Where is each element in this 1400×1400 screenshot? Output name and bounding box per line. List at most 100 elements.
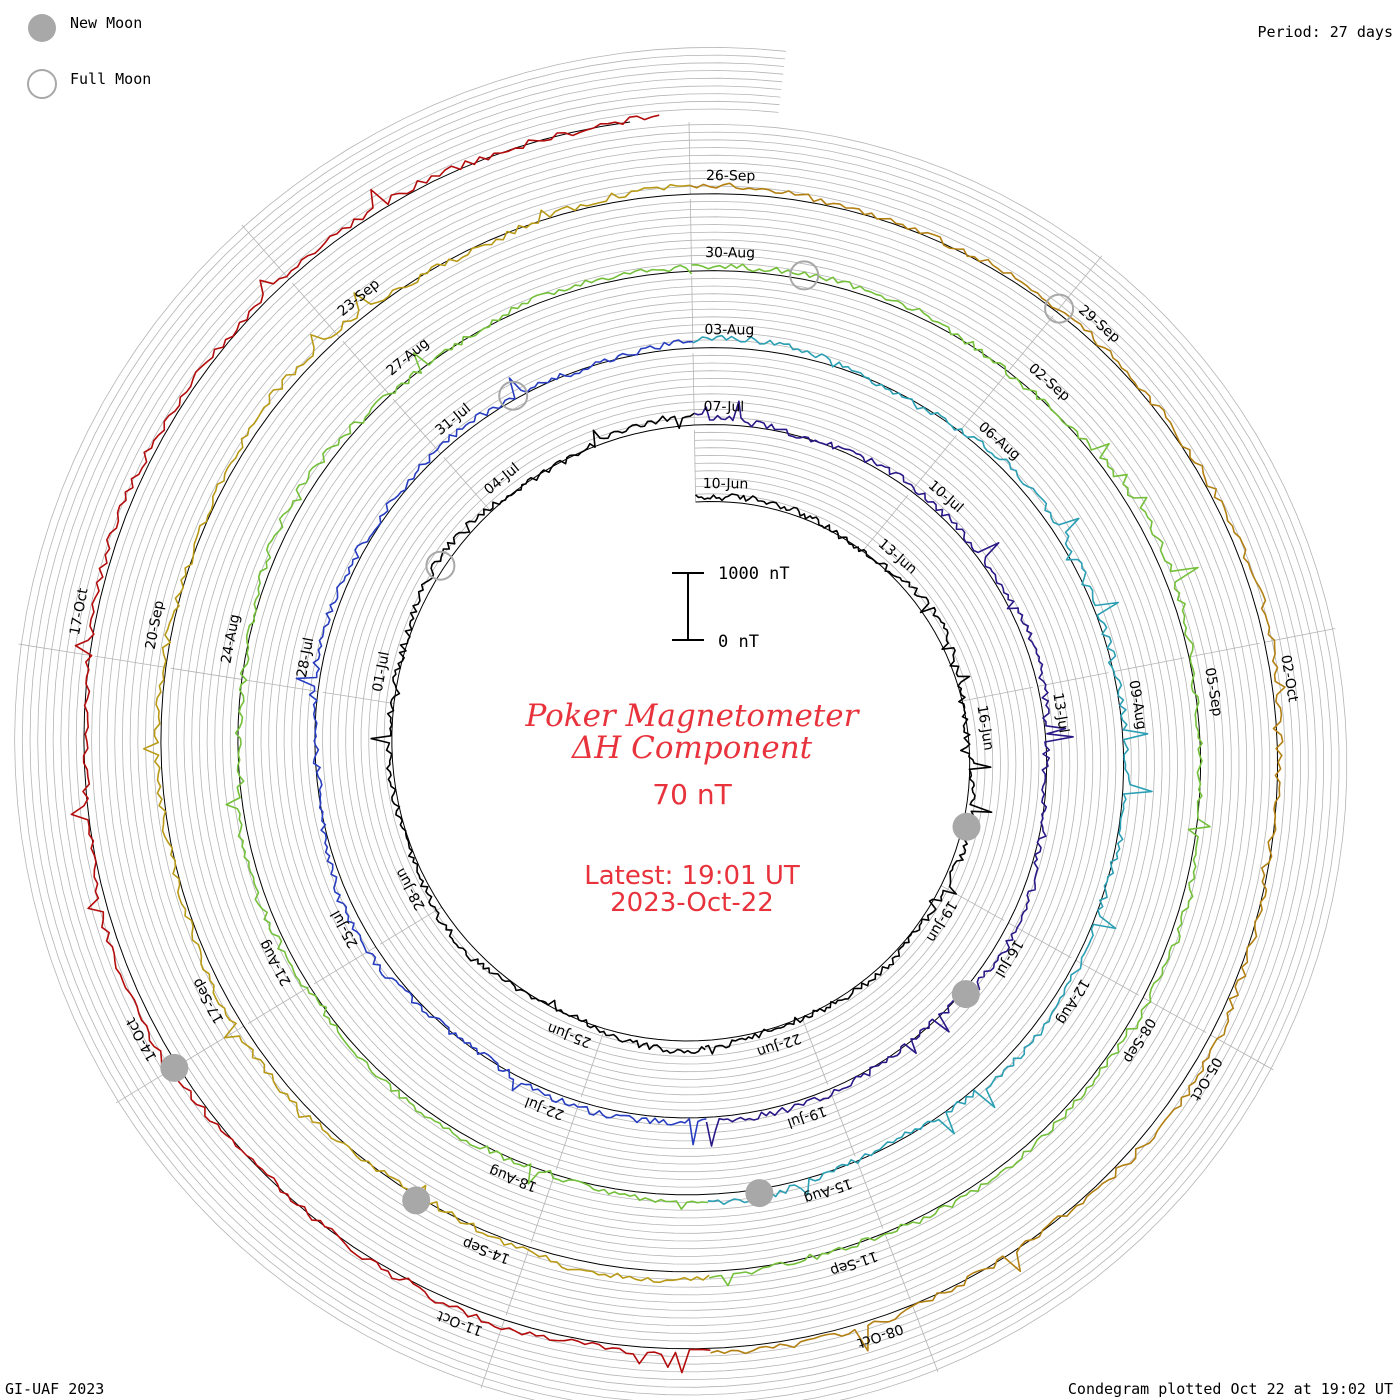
date-label: 17-Oct bbox=[67, 586, 92, 636]
grid-spoke bbox=[241, 224, 290, 280]
grid-spoke bbox=[1037, 672, 1109, 687]
magnetometer-trace bbox=[693, 400, 1074, 1147]
grid-spoke bbox=[1007, 315, 1054, 372]
grid-spoke bbox=[689, 199, 693, 272]
date-label: 31-Jul bbox=[433, 401, 474, 439]
date-label: 02-Oct bbox=[1277, 654, 1301, 704]
scale-bar: 1000 nT 0 nT bbox=[672, 564, 790, 652]
date-label: 17-Sep bbox=[189, 975, 227, 1026]
grid-spoke bbox=[959, 375, 1006, 432]
scale-bar-bottom-label: 0 nT bbox=[718, 632, 759, 652]
grid-ring bbox=[44, 77, 1317, 1388]
grid-spoke bbox=[1188, 642, 1260, 658]
full-moon-icon bbox=[27, 69, 57, 99]
grid-ring bbox=[14, 46, 1348, 1400]
baseline-spiral bbox=[83, 121, 1279, 1350]
grid-spoke bbox=[801, 1017, 829, 1085]
date-label: 28-Jul bbox=[294, 636, 317, 679]
magnetometer-trace bbox=[691, 263, 1211, 1287]
period-label: Period: 27 days bbox=[1258, 23, 1393, 41]
grid-spoke bbox=[555, 1101, 580, 1170]
date-label: 26-Sep bbox=[706, 168, 756, 185]
date-label: 30-Aug bbox=[705, 245, 755, 262]
grid-spoke bbox=[505, 1247, 530, 1316]
date-label: 19-Jun bbox=[923, 897, 960, 944]
magnetometer-trace bbox=[225, 264, 708, 1210]
grid-spoke bbox=[1075, 959, 1139, 996]
grid-spoke bbox=[940, 885, 1005, 921]
grid-spoke bbox=[580, 1028, 606, 1098]
footer-left: GI-UAF 2023 bbox=[5, 1380, 104, 1398]
grid-spoke bbox=[530, 1174, 555, 1243]
date-label: 02-Sep bbox=[1025, 361, 1073, 405]
grid-spoke bbox=[910, 435, 957, 492]
date-label: 19-Jul bbox=[785, 1102, 829, 1131]
magnetometer-trace bbox=[689, 182, 1286, 1355]
date-label: 01-Jul bbox=[370, 650, 393, 693]
magnetometer-trace bbox=[692, 334, 1153, 1206]
full-moon-marker bbox=[789, 260, 820, 291]
chart-title: Poker Magnetometer bbox=[525, 698, 861, 734]
grid-spoke bbox=[94, 655, 166, 668]
date-label: 28-Jun bbox=[392, 865, 428, 913]
moon-markers bbox=[160, 260, 1075, 1215]
grid-spoke bbox=[480, 1319, 505, 1389]
grid-spoke bbox=[862, 494, 909, 552]
grid-spoke bbox=[692, 353, 695, 426]
grid-spoke bbox=[1264, 628, 1336, 643]
grid-spoke bbox=[170, 667, 242, 680]
date-label: 14-Sep bbox=[460, 1234, 512, 1266]
grid-spoke bbox=[856, 1160, 884, 1229]
grid-spoke bbox=[246, 679, 318, 692]
new-moon-marker bbox=[745, 1179, 774, 1208]
new-moon-icon bbox=[28, 14, 56, 42]
grid-spoke bbox=[291, 282, 340, 338]
legend-new-moon-label: New Moon bbox=[70, 14, 142, 32]
new-moon-marker bbox=[160, 1053, 189, 1082]
grid-spoke bbox=[1113, 657, 1185, 673]
grid-spoke bbox=[393, 398, 441, 454]
date-label: 18-Aug bbox=[487, 1162, 539, 1195]
date-label: 13-Jun bbox=[875, 536, 920, 578]
grid-spoke bbox=[342, 340, 391, 396]
date-label: 11-Sep bbox=[828, 1247, 880, 1278]
date-label: 29-Sep bbox=[1075, 302, 1123, 346]
magnetometer-trace bbox=[70, 114, 711, 1374]
magnetometer-trace bbox=[142, 183, 710, 1284]
grid-spoke bbox=[693, 430, 697, 503]
grid-spoke bbox=[181, 1025, 244, 1064]
new-moon-marker bbox=[952, 812, 981, 841]
date-label: 16-Jun bbox=[973, 704, 996, 752]
grid-spoke bbox=[322, 691, 394, 704]
grid-spoke bbox=[1056, 255, 1103, 312]
date-label: 10-Jun bbox=[703, 476, 749, 492]
scale-value: 70 nT bbox=[652, 778, 732, 811]
legend: New Moon Full Moon bbox=[27, 14, 151, 99]
magnetometer-trace bbox=[370, 412, 706, 1054]
date-label: 03-Aug bbox=[704, 322, 754, 339]
scale-bar-top-label: 1000 nT bbox=[718, 564, 790, 584]
grid-ring bbox=[52, 85, 1309, 1381]
new-moon-marker bbox=[951, 980, 980, 1009]
grid-ring bbox=[29, 62, 1332, 1400]
grid-spoke bbox=[18, 643, 90, 656]
date-label: 07-Jul bbox=[704, 399, 745, 415]
grid-ring bbox=[60, 93, 1302, 1373]
grid-spoke bbox=[1008, 922, 1072, 959]
grid-ring bbox=[21, 54, 1340, 1400]
magnetometer-trace bbox=[295, 339, 707, 1146]
date-label: 05-Sep bbox=[1201, 666, 1225, 717]
grid-spoke bbox=[247, 986, 310, 1024]
grid-spoke bbox=[829, 1089, 856, 1157]
date-label: 20-Sep bbox=[143, 599, 168, 650]
grid-spoke bbox=[884, 1232, 911, 1301]
grid-spoke bbox=[911, 1304, 939, 1373]
grid-spoke bbox=[962, 686, 1033, 702]
date-label: 13-Jul bbox=[1049, 692, 1071, 735]
chart-subtitle: ΔH Component bbox=[571, 730, 813, 766]
grid-spoke bbox=[443, 457, 492, 512]
grid-spoke bbox=[313, 946, 376, 985]
grid-spoke bbox=[691, 276, 694, 349]
full-moon-marker bbox=[425, 550, 456, 581]
